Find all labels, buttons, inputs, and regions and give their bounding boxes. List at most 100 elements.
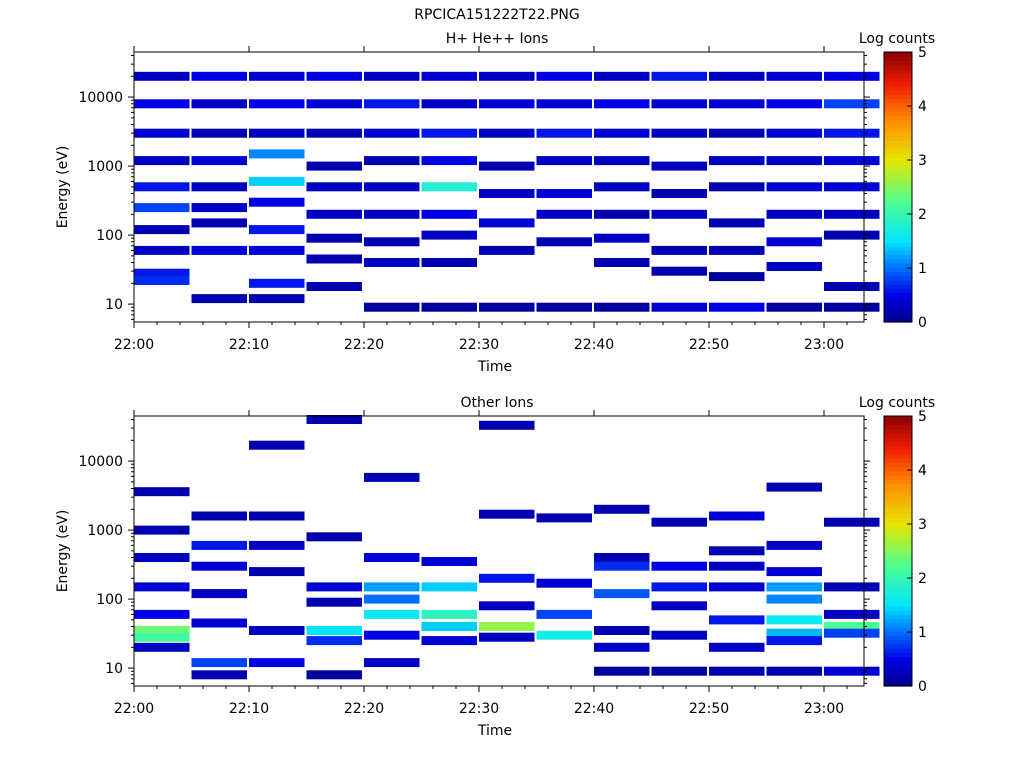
heatmap-cell (709, 182, 765, 192)
heatmap-cell (651, 71, 707, 81)
colorbar-segment (884, 258, 912, 264)
heatmap-cell (709, 218, 765, 228)
colorbar-segment (884, 504, 912, 510)
heatmap-cell (766, 71, 822, 81)
heatmap-cell (824, 609, 880, 619)
colorbar-segment (884, 241, 912, 247)
x-tick-label: 22:00 (114, 701, 154, 717)
heatmap-cell (766, 540, 822, 550)
colorbar-segment (884, 483, 912, 489)
heatmap-cell (709, 615, 765, 625)
colorbar-segment (884, 224, 912, 230)
colorbar-segment (884, 660, 912, 666)
colorbar-segment (884, 119, 912, 125)
colorbar-segment (884, 52, 912, 57)
heatmap-cell (191, 128, 247, 138)
heatmap-cell (191, 294, 247, 304)
heatmap-cell (421, 230, 477, 240)
colorbar-segment (884, 643, 912, 649)
heatmap-cell (134, 156, 190, 166)
heatmap-cell (134, 487, 190, 497)
heatmap-cell (134, 268, 190, 278)
colorbar-segment (884, 580, 912, 586)
heatmap-cell (364, 609, 420, 619)
panel-h-he-ions: H+ He++ Ions Log counts 22:00 22:10 22:20 2… (55, 31, 935, 375)
colorbar-segment (884, 458, 912, 464)
colorbar-tick-label: 4 (918, 99, 927, 115)
colorbar-segment (884, 500, 912, 506)
heatmap-cell (191, 658, 247, 668)
heatmap-cell (536, 578, 592, 588)
heatmap-cell (249, 658, 305, 668)
heatmap-cell (249, 567, 305, 577)
heatmap-cell (824, 71, 880, 81)
colorbar-tick-label: 2 (918, 571, 927, 587)
colorbar-segment (884, 420, 912, 426)
heatmap-cell (709, 582, 765, 592)
heatmap-cell (594, 182, 650, 192)
colorbar-segment (884, 669, 912, 674)
heatmap-cell (421, 636, 477, 646)
heatmap-cell (421, 557, 477, 566)
heatmap-cell (766, 636, 822, 646)
heatmap-cell (594, 504, 650, 514)
heatmap-cell (651, 517, 707, 527)
heatmap-cell (134, 99, 190, 109)
colorbar-segment (884, 445, 912, 451)
panel-1-heatmap-cells (134, 71, 880, 312)
colorbar-tick-label: 3 (918, 153, 927, 169)
heatmap-cell (134, 553, 190, 562)
heatmap-cell (134, 245, 190, 255)
colorbar-segment (884, 309, 912, 315)
colorbar-segment (884, 635, 912, 641)
colorbar-segment (884, 182, 912, 188)
heatmap-cell (594, 626, 650, 635)
colorbar-segment (884, 64, 912, 70)
heatmap-cell (824, 628, 880, 638)
heatmap-cell (249, 294, 305, 304)
heatmap-cell (766, 666, 822, 676)
colorbar-segment (884, 149, 912, 154)
x-tick-label: 22:20 (344, 337, 384, 353)
figure-filename-title: RPCICA151222T22.PNG (414, 7, 579, 23)
heatmap-cell (709, 245, 765, 255)
heatmap-cell (306, 532, 362, 542)
colorbar-segment (884, 584, 912, 590)
colorbar-segment (884, 449, 912, 455)
heatmap-cell (364, 553, 420, 562)
heatmap-cell (824, 128, 880, 138)
colorbar-tick-label: 1 (918, 625, 927, 641)
heatmap-cell (306, 582, 362, 592)
colorbar-segment (884, 572, 912, 577)
heatmap-cell (249, 540, 305, 550)
colorbar-segment (884, 546, 912, 552)
panel-2-ylabel: Energy (eV) (55, 510, 71, 593)
colorbar-segment (884, 111, 912, 116)
heatmap-cell (709, 642, 765, 652)
x-tick-label: 22:40 (574, 337, 614, 353)
panel-2-axes: 22:00 22:10 22:20 22:30 22:40 22:50 23:00 10 100… (78, 410, 870, 717)
colorbar-segment (884, 85, 912, 91)
y-tick-label: 10 (105, 297, 123, 313)
colorbar-segment (884, 538, 912, 544)
panel-1-colorbar: 0 1 2 3 4 5 (883, 45, 927, 331)
heatmap-cell (536, 609, 592, 619)
colorbar-segment (884, 161, 912, 167)
heatmap-cell (766, 302, 822, 312)
heatmap-cell (249, 99, 305, 109)
colorbar-segment (884, 563, 912, 569)
heatmap-cell (306, 415, 362, 424)
heatmap-cell (594, 553, 650, 562)
heatmap-cell (249, 71, 305, 81)
colorbar-segment (884, 664, 912, 670)
heatmap-cell (421, 182, 477, 192)
colorbar-segment (884, 106, 912, 112)
heatmap-cell (766, 628, 822, 638)
colorbar-segment (884, 441, 912, 447)
heatmap-cell (536, 630, 592, 640)
colorbar-segment (884, 491, 912, 497)
heatmap-cell (824, 230, 880, 240)
colorbar-segment (884, 77, 912, 83)
colorbar-segment (884, 313, 912, 319)
heatmap-cell (651, 582, 707, 592)
